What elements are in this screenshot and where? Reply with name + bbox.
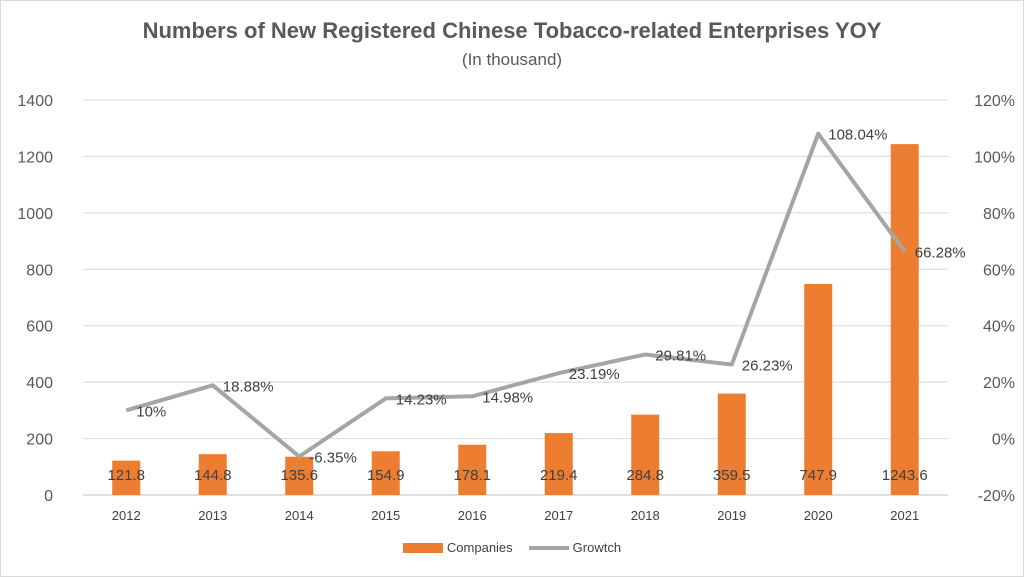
line-data-label: 14.98% bbox=[482, 389, 533, 406]
bar-2015 bbox=[371, 451, 400, 495]
growth-line bbox=[125, 131, 907, 459]
bar-data-label: 144.8 bbox=[194, 467, 232, 484]
x-tick-label: 2019 bbox=[717, 508, 746, 523]
line-data-label: 18.88% bbox=[223, 378, 274, 395]
line-data-label: 26.23% bbox=[742, 358, 793, 375]
legend: Companies Growtch bbox=[0, 540, 1024, 555]
line-series bbox=[125, 131, 907, 459]
bar-data-label: 135.6 bbox=[280, 467, 318, 484]
right-tick-label: 80% bbox=[983, 206, 1015, 223]
bar-2013 bbox=[198, 454, 227, 495]
bar-2016 bbox=[458, 444, 487, 495]
line-data-label: 10% bbox=[136, 403, 166, 420]
right-tick-label: 20% bbox=[983, 375, 1015, 392]
legend-item-companies: Companies bbox=[402, 540, 513, 555]
left-tick-label: 400 bbox=[26, 375, 53, 392]
x-tick-label: 2020 bbox=[804, 508, 833, 523]
legend-item-growth: Growtch bbox=[528, 540, 622, 555]
left-axis-ticks: 0 200 400 600 800 1000 1200 1400 bbox=[17, 93, 53, 505]
x-tick-label: 2013 bbox=[198, 508, 227, 523]
bar-data-label: 1243.6 bbox=[882, 467, 928, 484]
right-tick-label: 0% bbox=[992, 432, 1015, 449]
line-data-label: -6.35% bbox=[309, 449, 357, 466]
bar-data-label: 121.8 bbox=[107, 467, 145, 484]
legend-label-growth: Growtch bbox=[572, 540, 622, 555]
bar-2019 bbox=[717, 393, 746, 495]
bar-series bbox=[112, 144, 919, 495]
gridlines bbox=[83, 99, 948, 496]
right-tick-label: 120% bbox=[974, 93, 1015, 110]
left-tick-label: 1400 bbox=[17, 93, 53, 110]
bar-2020 bbox=[804, 283, 833, 495]
right-tick-label: -20% bbox=[978, 488, 1015, 505]
x-tick-label: 2012 bbox=[112, 508, 141, 523]
bar-data-label: 747.9 bbox=[799, 467, 837, 484]
right-tick-label: 100% bbox=[974, 149, 1015, 166]
bar-2017 bbox=[544, 433, 573, 495]
line-data-label: 14.23% bbox=[396, 391, 447, 408]
x-tick-label: 2021 bbox=[890, 508, 919, 523]
chart-title: Numbers of New Registered Chinese Tobacc… bbox=[142, 18, 882, 43]
bar-2021 bbox=[890, 144, 919, 495]
left-tick-label: 800 bbox=[26, 262, 53, 279]
left-tick-label: 1000 bbox=[17, 206, 53, 223]
left-tick-label: 0 bbox=[44, 488, 53, 505]
line-data-label: 66.28% bbox=[915, 245, 966, 262]
bar-data-label: 284.8 bbox=[626, 467, 664, 484]
legend-label-companies: Companies bbox=[446, 540, 513, 555]
bar-data-label: 154.9 bbox=[367, 467, 405, 484]
x-axis-ticks: 2012 2013 2014 2015 2016 2017 2018 2019 2020 2021 bbox=[112, 508, 919, 523]
x-tick-label: 2014 bbox=[285, 508, 314, 523]
right-tick-label: 40% bbox=[983, 319, 1015, 336]
line-data-label: 108.04% bbox=[828, 127, 887, 144]
chart-subtitle: (In thousand) bbox=[461, 50, 563, 69]
legend-swatch-line bbox=[528, 545, 569, 550]
bar-2018 bbox=[631, 414, 660, 495]
right-axis-ticks: -20% 0% 20% 40% 60% 80% 100% 120% bbox=[974, 93, 1015, 505]
bar-data-label: 219.4 bbox=[540, 467, 578, 484]
bar-2014 bbox=[285, 456, 314, 495]
left-tick-label: 600 bbox=[26, 319, 53, 336]
left-tick-label: 200 bbox=[26, 432, 53, 449]
right-tick-label: 60% bbox=[983, 262, 1015, 279]
x-tick-label: 2016 bbox=[458, 508, 487, 523]
x-tick-label: 2018 bbox=[631, 508, 660, 523]
x-tick-label: 2017 bbox=[544, 508, 573, 523]
line-data-labels: 10% 18.88% -6.35% 14.23% 14.98% 23.19% 29.81% 2… bbox=[136, 127, 965, 467]
left-tick-label: 1200 bbox=[17, 149, 53, 166]
line-data-label: 29.81% bbox=[655, 347, 706, 364]
bar-data-labels: 121.8 144.8 135.6 154.9 178.1 219.4 284.8 359.5… bbox=[107, 467, 927, 484]
bar-data-label: 178.1 bbox=[453, 467, 491, 484]
bar-data-label: 359.5 bbox=[713, 467, 751, 484]
line-data-label: 23.19% bbox=[569, 366, 620, 383]
x-tick-label: 2015 bbox=[371, 508, 400, 523]
legend-swatch-bar bbox=[402, 542, 443, 553]
bar-2012 bbox=[112, 460, 141, 495]
